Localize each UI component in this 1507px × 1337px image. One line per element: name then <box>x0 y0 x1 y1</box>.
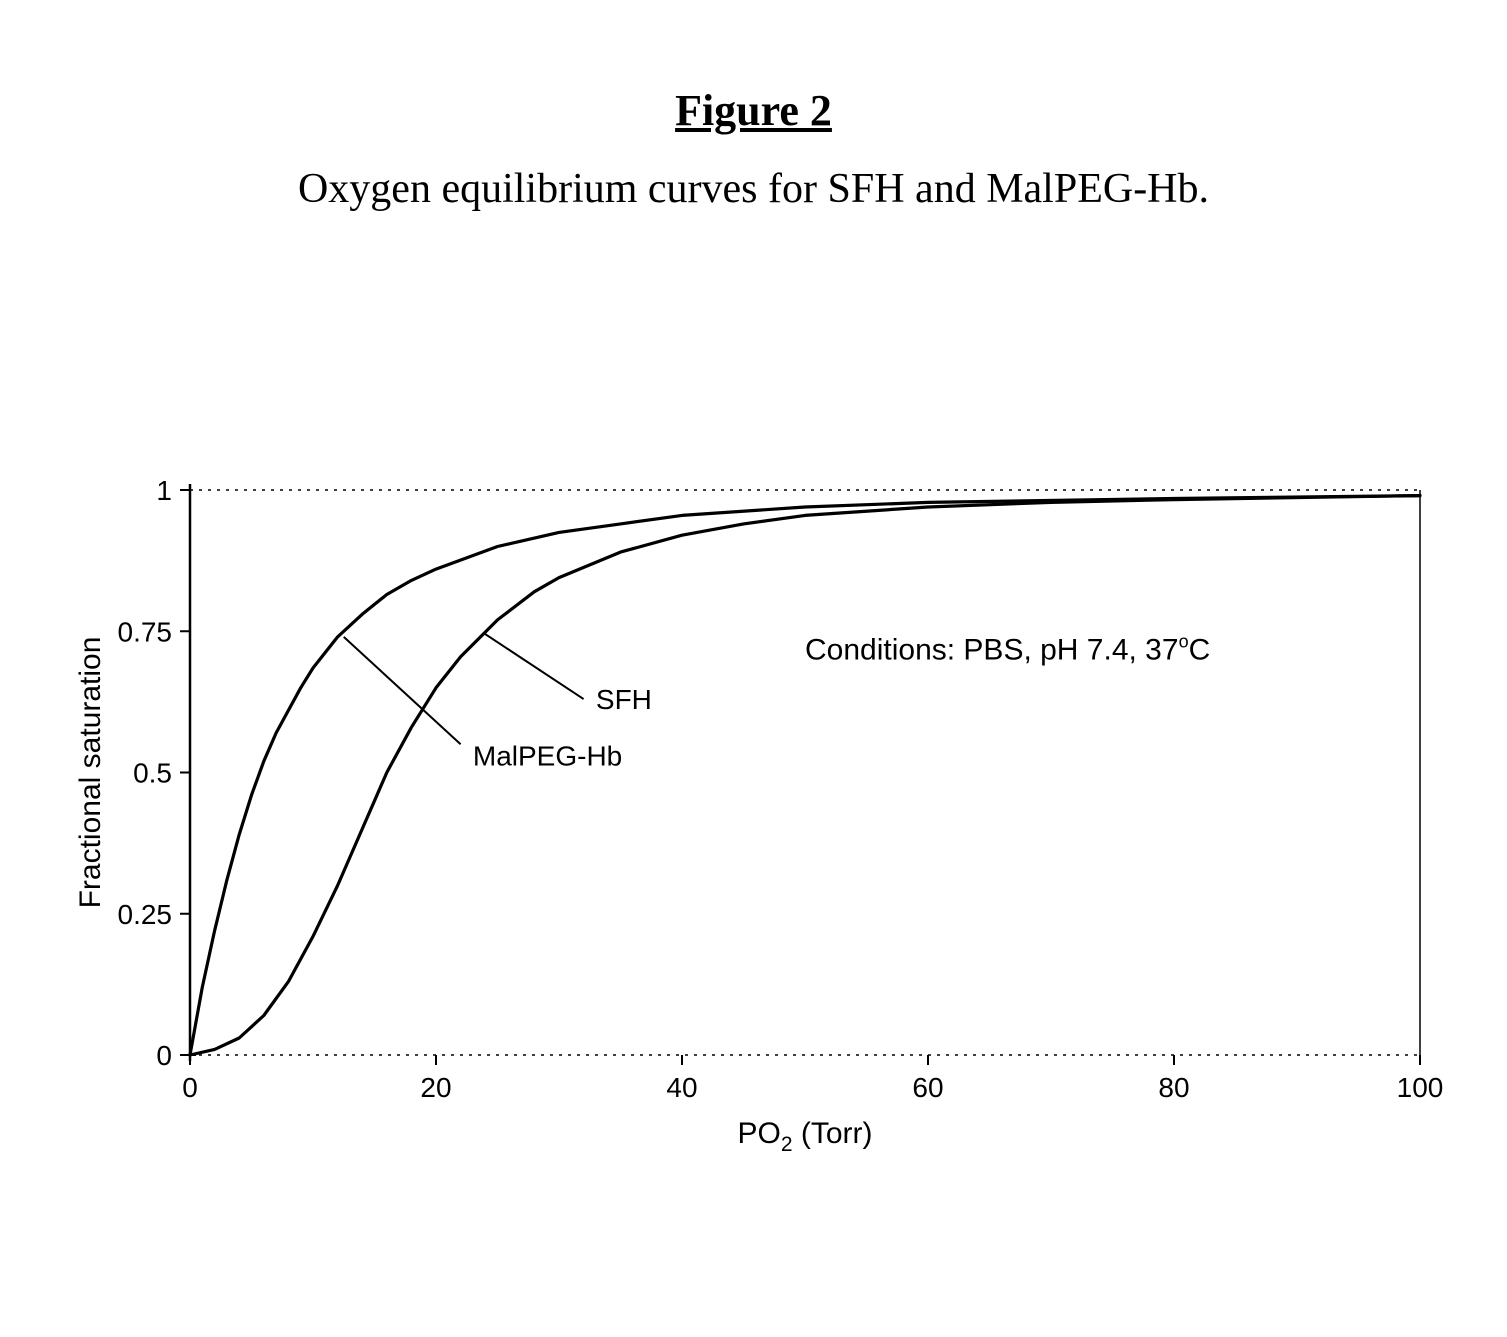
x-tick-label: 20 <box>420 1072 451 1103</box>
x-tick-label: 60 <box>912 1072 943 1103</box>
y-tick-label: 0.25 <box>118 899 173 930</box>
series-malpeg <box>190 496 1420 1055</box>
figure-title: Figure 2 <box>0 85 1507 136</box>
callout-line-sfh <box>485 634 583 699</box>
y-tick-label: 1 <box>156 475 172 506</box>
oxygen-equilibrium-chart: 0 0.25 0.5 0.75 1 0 20 40 60 80 100 PO2 (Torr) Fract… <box>70 470 1450 1170</box>
x-tick-label: 40 <box>666 1072 697 1103</box>
x-axis-label: PO2 (Torr) <box>737 1117 872 1156</box>
figure-subtitle: Oxygen equilibrium curves for SFH and Ma… <box>0 165 1507 213</box>
x-tick-label: 80 <box>1158 1072 1189 1103</box>
x-tick-label: 100 <box>1397 1072 1444 1103</box>
series-label-sfh: SFH <box>596 684 652 715</box>
series-label-malpeg: MalPEG-Hb <box>473 741 622 772</box>
x-tick-label: 0 <box>182 1072 198 1103</box>
y-tick-label: 0.5 <box>133 758 172 789</box>
conditions-annotation: Conditions: PBS, pH 7.4, 37oC <box>805 632 1210 667</box>
callout-line-malpeg <box>344 637 461 744</box>
series-sfh <box>190 496 1420 1055</box>
page: Figure 2 Oxygen equilibrium curves for S… <box>0 0 1507 1337</box>
y-tick-label: 0 <box>156 1040 172 1071</box>
chart-svg: 0 0.25 0.5 0.75 1 0 20 40 60 80 100 PO2 (Torr) Fract… <box>70 470 1450 1170</box>
y-axis-label: Fractional saturation <box>74 637 107 909</box>
y-tick-label: 0.75 <box>118 616 173 647</box>
